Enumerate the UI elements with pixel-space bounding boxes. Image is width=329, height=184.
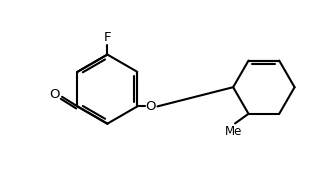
Text: O: O [145, 100, 156, 113]
Text: F: F [104, 31, 111, 44]
Text: Me: Me [224, 125, 242, 138]
Text: O: O [49, 88, 60, 101]
